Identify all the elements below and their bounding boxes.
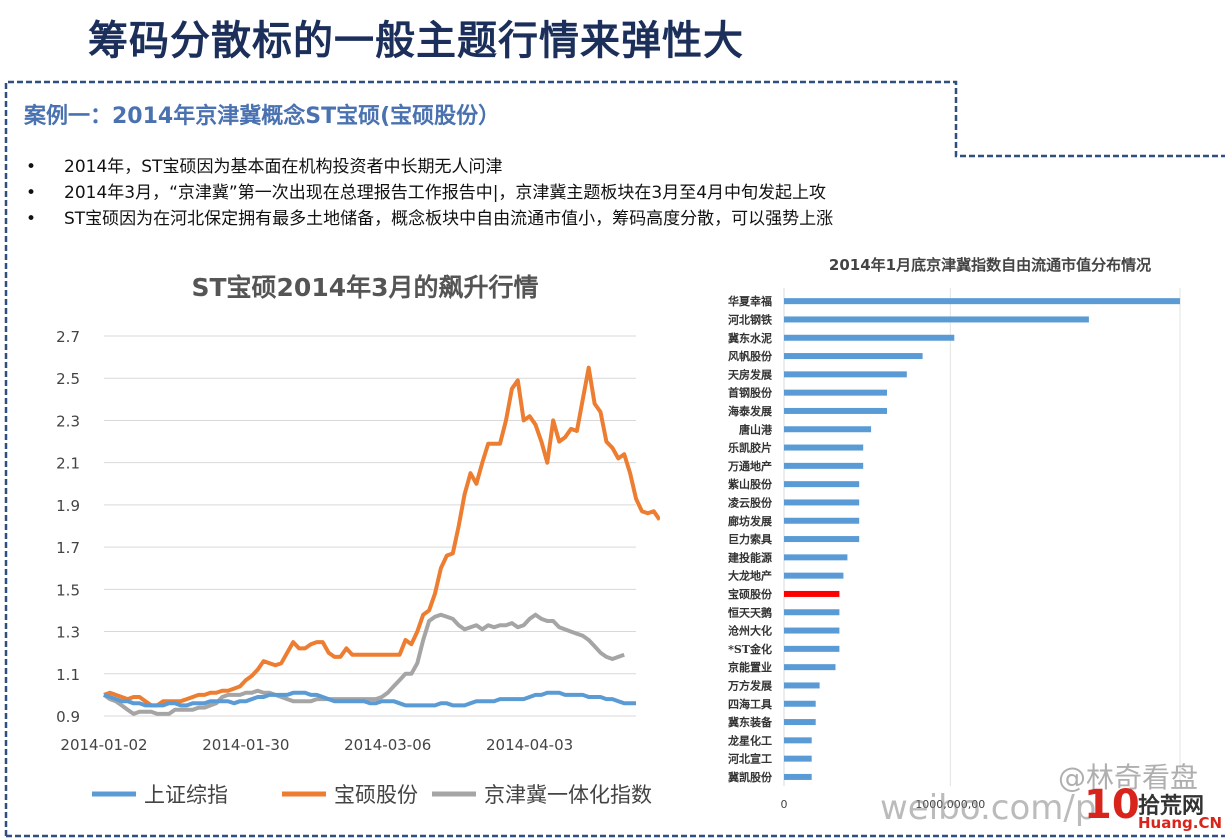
bar-category-label: 廊坊发展: [728, 514, 773, 528]
bar: [784, 481, 860, 488]
bullet-item: 2014年3月，“京津冀”第一次出现在总理报告工作报告中|，京津冀主题板块在3月…: [24, 180, 833, 206]
bar-category-label: 天房发展: [728, 367, 773, 381]
x-tick-label: 2014-03-06: [344, 736, 431, 754]
y-tick-label: 2.3: [56, 412, 80, 430]
y-tick-label: 1.7: [56, 539, 80, 557]
bar: [784, 719, 816, 726]
legend-label: 上证综指: [144, 783, 228, 807]
bar: [784, 773, 812, 780]
line-chart-x-axis: 2014-01-02 2014-01-30 2014-03-06 2014-04-03: [60, 736, 573, 754]
line-chart-title: ST宝硕2014年3月的飙升行情: [191, 273, 538, 302]
y-tick-label: 1.9: [56, 497, 80, 515]
bar-chart: 2014年1月底京津冀指数自由流通市值分布情况 华夏幸福河北钢铁冀东水泥风帆股份…: [727, 256, 1181, 811]
bar: [784, 444, 864, 451]
bar: [784, 700, 816, 707]
bar-category-label: 大龙地产: [728, 569, 772, 583]
bar-category-label: 京能置业: [728, 660, 772, 674]
y-tick-label: 0.9: [56, 708, 80, 726]
logo-number: 10: [1084, 782, 1140, 828]
bar-category-label: 唐山港: [739, 422, 773, 436]
bar: [784, 316, 1089, 323]
legend-label: 京津冀一体化指数: [484, 783, 652, 807]
line-chart-y-axis: 0.9 1.1 1.3 1.5 1.7 1.9 2.1 2.3 2.5 2.7: [56, 328, 80, 726]
bar: [784, 682, 820, 689]
watermark-site: weibo.com/p: [880, 788, 1097, 828]
bar-category-label: 四海工具: [728, 697, 772, 711]
series-line: [103, 365, 660, 708]
x-tick-label: 2014-04-03: [486, 736, 573, 754]
bar-category-label: 沧州大化: [728, 624, 772, 638]
bar-category-label: 宝硕股份: [728, 587, 773, 601]
bar-category-label: 紫山股份: [728, 477, 773, 491]
bar-category-label: *ST金化: [728, 642, 772, 656]
bar-category-label: 凌云股份: [728, 495, 773, 509]
bullet-list: 2014年，ST宝硕因为基本面在机构投资者中长期无人问津 2014年3月，“京津…: [24, 154, 833, 232]
bar: [784, 353, 923, 360]
x-tick-label: 2014-01-30: [202, 736, 289, 754]
bar-category-label: 恒天天鹅: [728, 605, 772, 619]
bar: [784, 389, 887, 396]
y-tick-label: 1.1: [56, 666, 80, 684]
bar: [784, 627, 840, 634]
bar-chart-title: 2014年1月底京津冀指数自由流通市值分布情况: [829, 256, 1151, 274]
line-chart-grid: [104, 335, 636, 717]
bar-category-label: 首钢股份: [728, 386, 773, 400]
bar-category-label: 龙星化工: [727, 733, 772, 747]
logo-name: 拾荒网: [1138, 794, 1205, 819]
bar-category-label: 冀凯股份: [728, 770, 773, 784]
bar: [784, 334, 955, 341]
bullet-item: 2014年，ST宝硕因为基本面在机构投资者中长期无人问津: [24, 154, 833, 180]
bar-category-label: 万方发展: [727, 678, 773, 692]
bar-chart-x-axis: 0 1000,000,00: [781, 798, 986, 811]
logo-domain: Huang.CN: [1138, 814, 1223, 832]
bar: [784, 755, 812, 762]
bar: [784, 554, 848, 561]
bar: [784, 645, 840, 652]
bar: [784, 462, 864, 469]
x-tick-label: 2014-01-02: [60, 736, 147, 754]
bar-category-label: 万通地产: [727, 459, 772, 473]
bar: [784, 572, 844, 579]
bar-category-label: 海泰发展: [728, 404, 773, 418]
bar: [784, 517, 860, 524]
series-line: [103, 690, 636, 708]
line-chart-legend: 上证综指 宝硕股份 京津冀一体化指数: [92, 783, 652, 807]
bar-category-label: 华夏幸福: [728, 294, 772, 308]
bar: [784, 536, 860, 543]
bullet-item: ST宝硕因为在河北保定拥有最多土地储备，概念板块中自由流通市值小，筹码高度分散，…: [24, 206, 833, 232]
bar: [784, 590, 840, 597]
bar: [784, 298, 1180, 305]
legend-label: 宝硕股份: [334, 783, 418, 807]
bar-category-label: 建投能源: [728, 550, 772, 564]
bar: [784, 426, 872, 433]
x-tick-label: 1000,000,00: [915, 798, 985, 811]
series-line: [102, 612, 625, 716]
bar-category-label: 乐凯胶片: [728, 441, 772, 455]
bar-category-label: 冀东装备: [728, 715, 773, 729]
y-tick-label: 1.3: [56, 624, 80, 642]
y-tick-label: 2.7: [56, 328, 80, 346]
x-tick-label: 0: [781, 798, 788, 811]
bar: [784, 499, 860, 506]
bar-category-label: 风帆股份: [728, 349, 773, 363]
y-tick-label: 1.5: [56, 581, 80, 599]
bar: [784, 664, 836, 671]
slide-title: 筹码分散标的一般主题行情来弹性大: [88, 18, 744, 64]
y-tick-label: 2.1: [56, 455, 80, 473]
bar: [784, 737, 812, 744]
bar: [784, 371, 907, 378]
bar-chart-bars: 华夏幸福河北钢铁冀东水泥风帆股份天房发展首钢股份海泰发展唐山港乐凯胶片万通地产紫…: [727, 294, 1180, 784]
bar: [784, 407, 887, 414]
bar: [784, 609, 840, 616]
bar-category-label: 冀东水泥: [728, 331, 772, 345]
case-title: 案例一：2014年京津冀概念ST宝硕(宝硕股份）: [24, 104, 501, 129]
line-chart: ST宝硕2014年3月的飙升行情 0.9 1.1 1.3 1.5 1.7 1.9 2.1 2.…: [56, 273, 660, 807]
bar-category-label: 河北钢铁: [728, 312, 772, 326]
watermark-handle: @林奇看盘: [1058, 761, 1199, 794]
line-chart-series: [102, 365, 660, 716]
bar-category-label: 巨力索具: [728, 532, 772, 546]
y-tick-label: 2.5: [56, 370, 80, 388]
bar-category-label: 河北宣工: [728, 752, 772, 766]
